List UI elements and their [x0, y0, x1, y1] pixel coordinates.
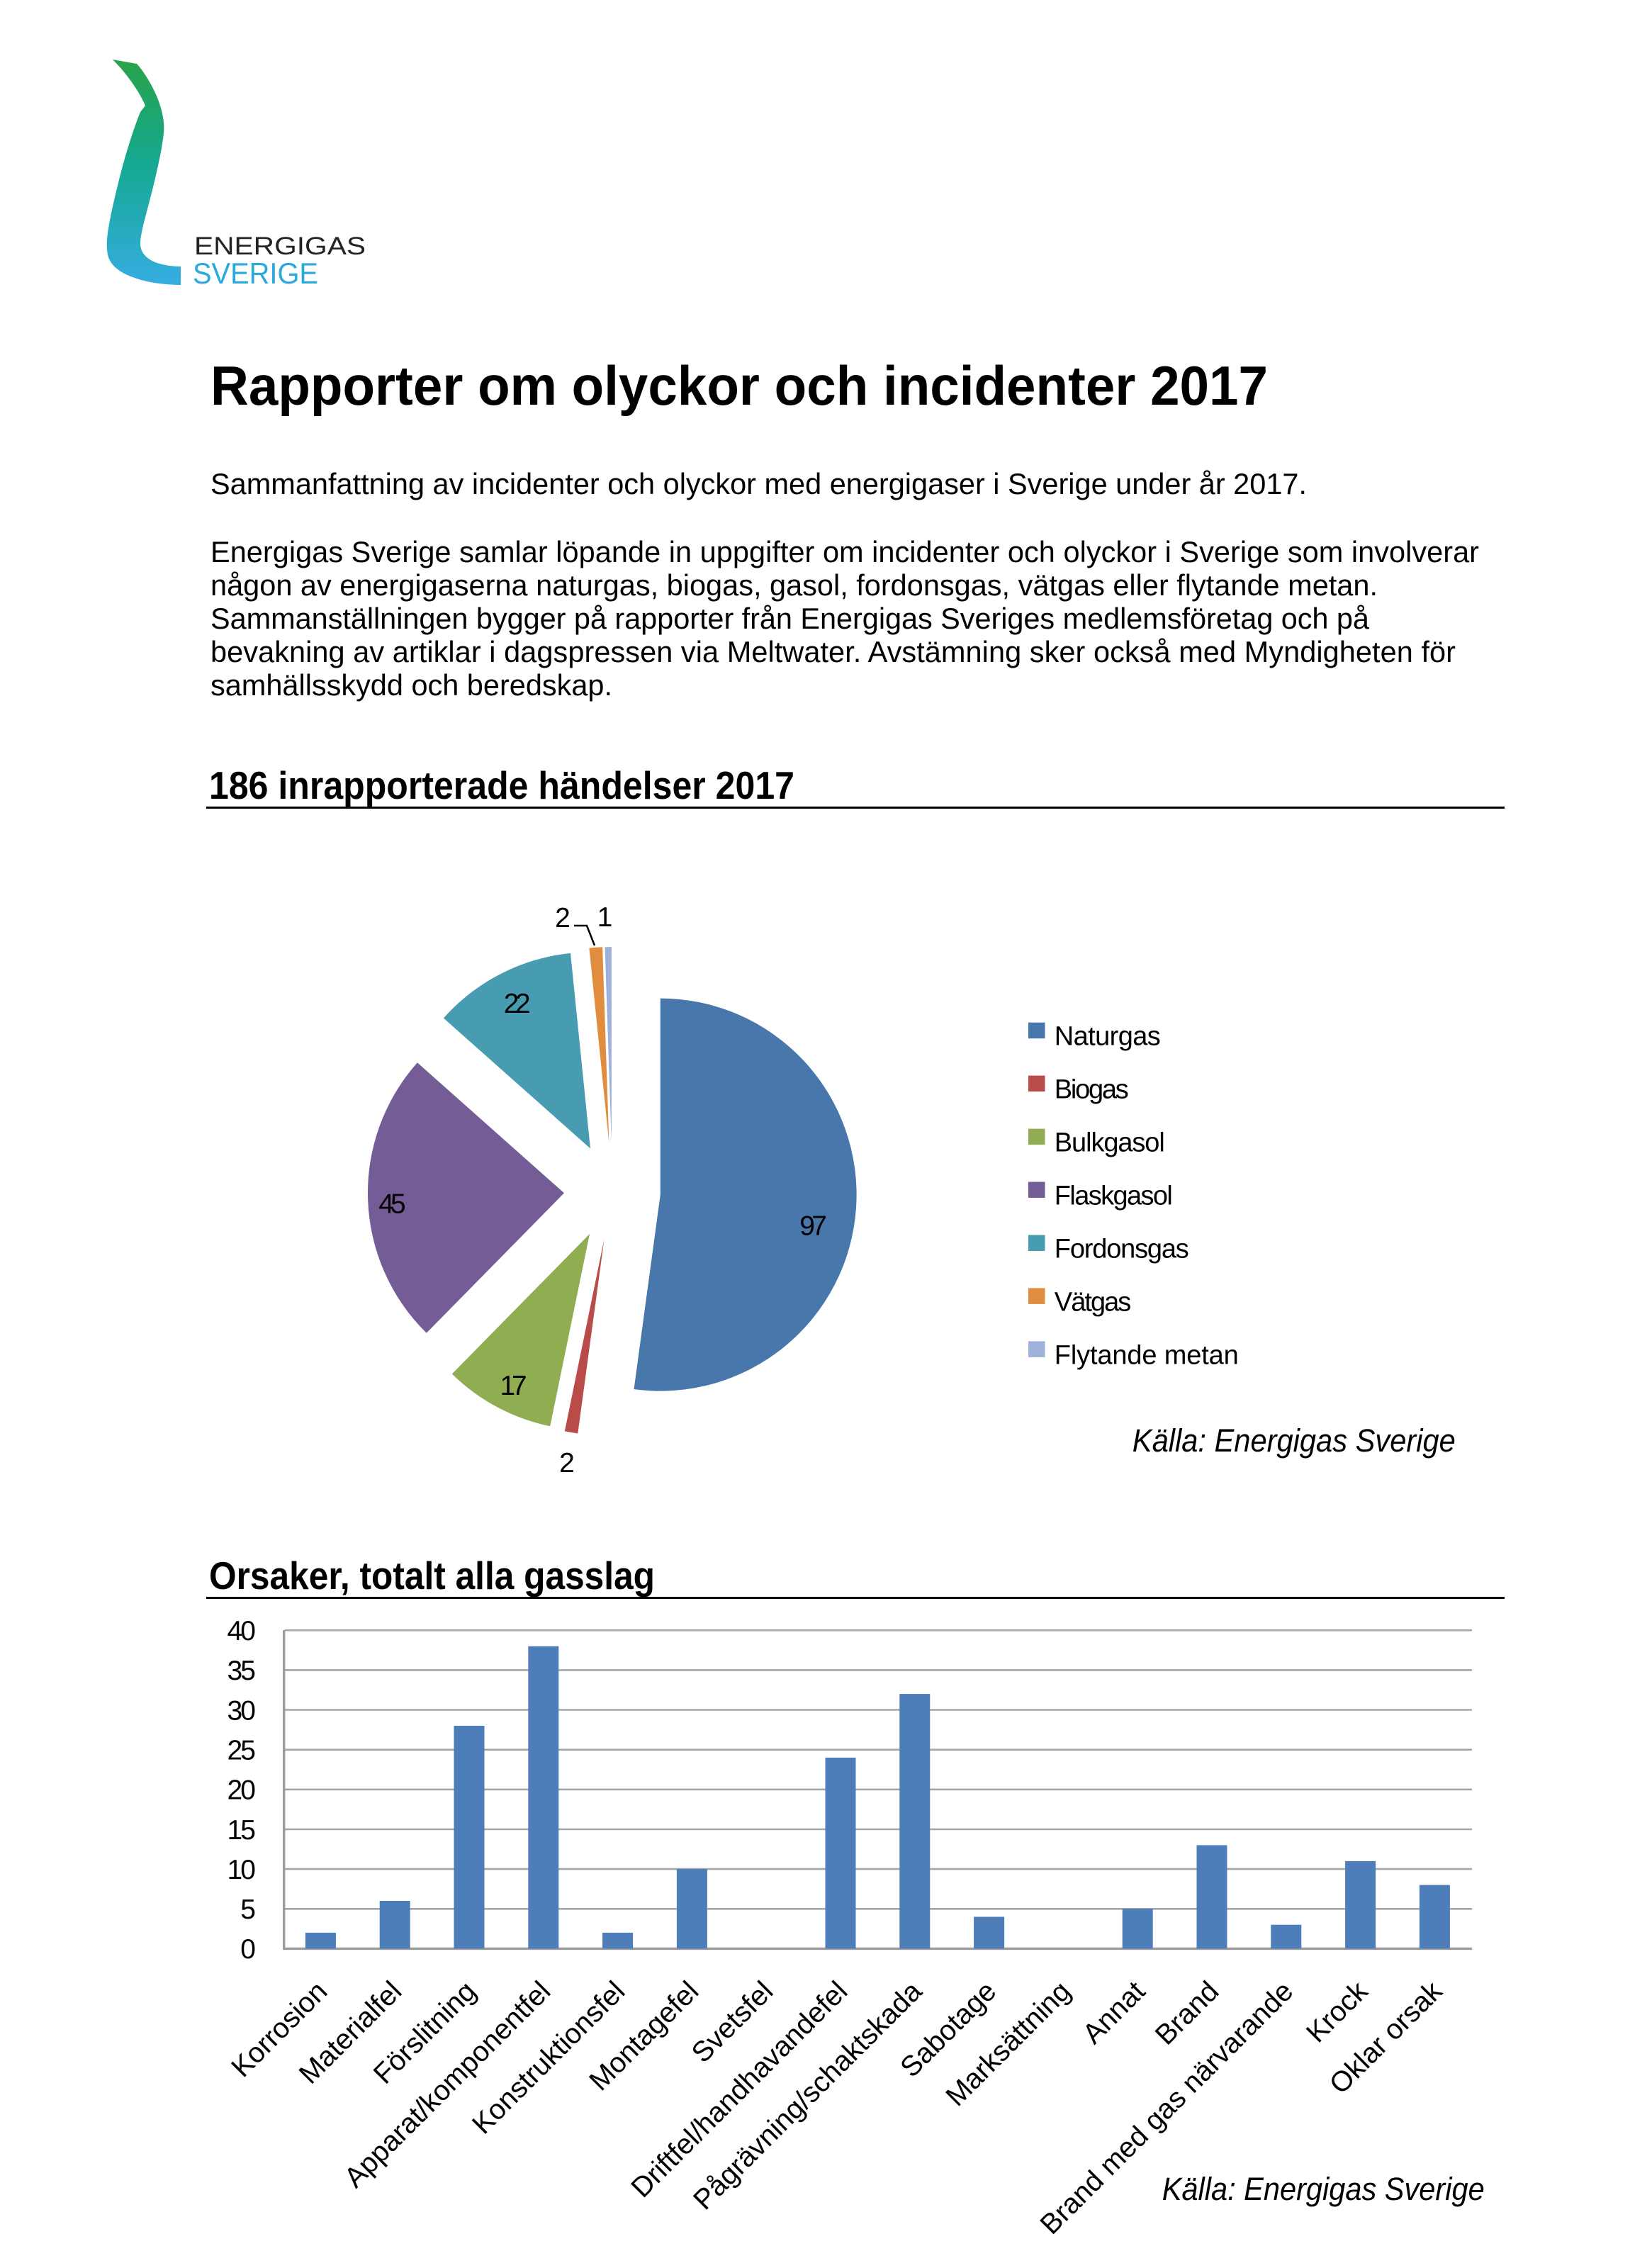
svg-text:Rapporter om olyckor och incid: Rapporter om olyckor och incidenter 2017: [210, 354, 1268, 417]
svg-text:15: 15: [227, 1815, 257, 1846]
svg-text:SVERIGE: SVERIGE: [193, 257, 318, 290]
svg-text:Vätgas: Vätgas: [1055, 1287, 1132, 1317]
svg-text:40: 40: [227, 1616, 257, 1646]
svg-text:Orsaker, totalt alla gasslag: Orsaker, totalt alla gasslag: [209, 1554, 655, 1598]
svg-text:45: 45: [378, 1189, 406, 1219]
svg-text:Flytande metan: Flytande metan: [1055, 1340, 1239, 1370]
svg-text:bevakning av artiklar i dagspr: bevakning av artiklar i dagspressen via …: [210, 635, 1456, 668]
svg-text:97: 97: [799, 1211, 827, 1241]
svg-text:Källa: Energigas Sverige: Källa: Energigas Sverige: [1162, 2171, 1485, 2207]
svg-text:Flaskgasol: Flaskgasol: [1055, 1181, 1173, 1211]
svg-text:Biogas: Biogas: [1055, 1075, 1129, 1105]
svg-text:någon av energigaserna naturga: någon av energigaserna naturgas, biogas,…: [210, 568, 1378, 602]
svg-text:25: 25: [227, 1736, 257, 1766]
svg-text:Naturgas: Naturgas: [1055, 1022, 1161, 1052]
svg-text:Fordonsgas: Fordonsgas: [1055, 1235, 1189, 1264]
svg-text:17: 17: [500, 1371, 527, 1401]
svg-text:22: 22: [504, 989, 531, 1019]
svg-text:20: 20: [227, 1775, 257, 1806]
svg-text:1: 1: [597, 902, 613, 933]
svg-text:186 inrapporterade händelser 2: 186 inrapporterade händelser 2017: [209, 764, 794, 807]
svg-text:35: 35: [227, 1656, 257, 1686]
svg-text:Källa: Energigas Sverige: Källa: Energigas Sverige: [1132, 1422, 1456, 1459]
svg-text:Sammanfattning av incidenter o: Sammanfattning av incidenter och olyckor…: [210, 467, 1307, 500]
svg-text:2: 2: [559, 1448, 575, 1478]
svg-text:Sammanställningen bygger på ra: Sammanställningen bygger på rapporter fr…: [210, 602, 1370, 635]
svg-text:Energigas Sverige samlar löpan: Energigas Sverige samlar löpande in uppg…: [210, 535, 1479, 568]
svg-text:5: 5: [240, 1894, 256, 1925]
svg-text:Bulkgasol: Bulkgasol: [1055, 1128, 1165, 1158]
svg-text:30: 30: [227, 1695, 257, 1726]
svg-text:ENERGIGAS: ENERGIGAS: [194, 232, 366, 260]
svg-text:10: 10: [227, 1855, 257, 1885]
svg-text:0: 0: [240, 1934, 256, 1965]
svg-text:2: 2: [555, 903, 570, 933]
svg-text:samhällsskydd och beredskap.: samhällsskydd och beredskap.: [210, 668, 612, 702]
